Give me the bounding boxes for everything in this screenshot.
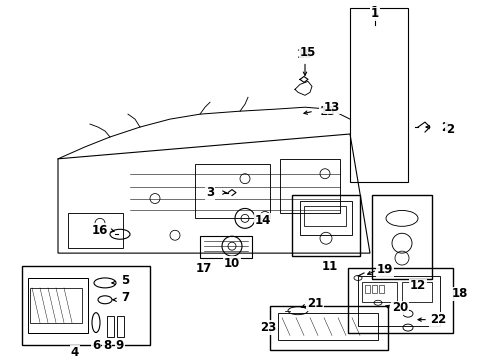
Bar xyxy=(378,285,383,293)
Text: 20: 20 xyxy=(391,301,407,314)
Bar xyxy=(299,201,351,235)
Bar xyxy=(364,285,369,293)
Bar xyxy=(107,316,114,337)
Bar xyxy=(357,276,439,325)
Text: 15: 15 xyxy=(296,48,312,61)
Text: 14: 14 xyxy=(254,214,271,227)
Bar xyxy=(269,306,387,350)
Bar xyxy=(361,282,396,302)
Text: 7: 7 xyxy=(121,291,129,304)
Text: 2: 2 xyxy=(445,122,453,136)
Text: 6: 6 xyxy=(92,339,100,352)
Text: 13: 13 xyxy=(319,105,335,118)
Bar xyxy=(347,268,452,333)
Bar xyxy=(371,194,431,279)
Text: 21: 21 xyxy=(306,297,323,310)
Text: 15: 15 xyxy=(299,46,316,59)
Text: 18: 18 xyxy=(451,287,467,300)
Text: 8: 8 xyxy=(102,339,111,352)
Bar xyxy=(195,164,269,219)
Text: 9: 9 xyxy=(116,339,124,352)
Bar xyxy=(117,316,124,337)
Bar xyxy=(68,213,123,248)
Text: 4: 4 xyxy=(71,346,79,359)
Text: 10: 10 xyxy=(224,257,240,270)
Text: 5: 5 xyxy=(121,274,129,287)
Text: 3: 3 xyxy=(205,186,214,199)
Text: 1: 1 xyxy=(370,8,378,21)
Text: 11: 11 xyxy=(321,260,337,273)
Bar xyxy=(349,8,407,182)
Text: 22: 22 xyxy=(429,313,445,326)
Bar xyxy=(371,285,376,293)
Bar xyxy=(304,207,346,226)
Bar xyxy=(200,236,251,258)
Text: 12: 12 xyxy=(409,279,425,292)
Bar xyxy=(278,313,377,341)
Bar xyxy=(28,278,88,333)
Text: 19: 19 xyxy=(376,264,392,276)
Bar xyxy=(22,266,150,346)
Text: 13: 13 xyxy=(323,101,340,114)
Text: 1: 1 xyxy=(370,5,378,18)
Text: 16: 16 xyxy=(92,224,108,237)
Bar xyxy=(280,159,339,213)
Text: 23: 23 xyxy=(259,321,276,334)
Text: 2: 2 xyxy=(440,121,448,134)
Bar xyxy=(291,194,359,256)
Bar xyxy=(30,288,82,323)
Text: 17: 17 xyxy=(196,261,212,275)
Bar xyxy=(401,282,431,302)
